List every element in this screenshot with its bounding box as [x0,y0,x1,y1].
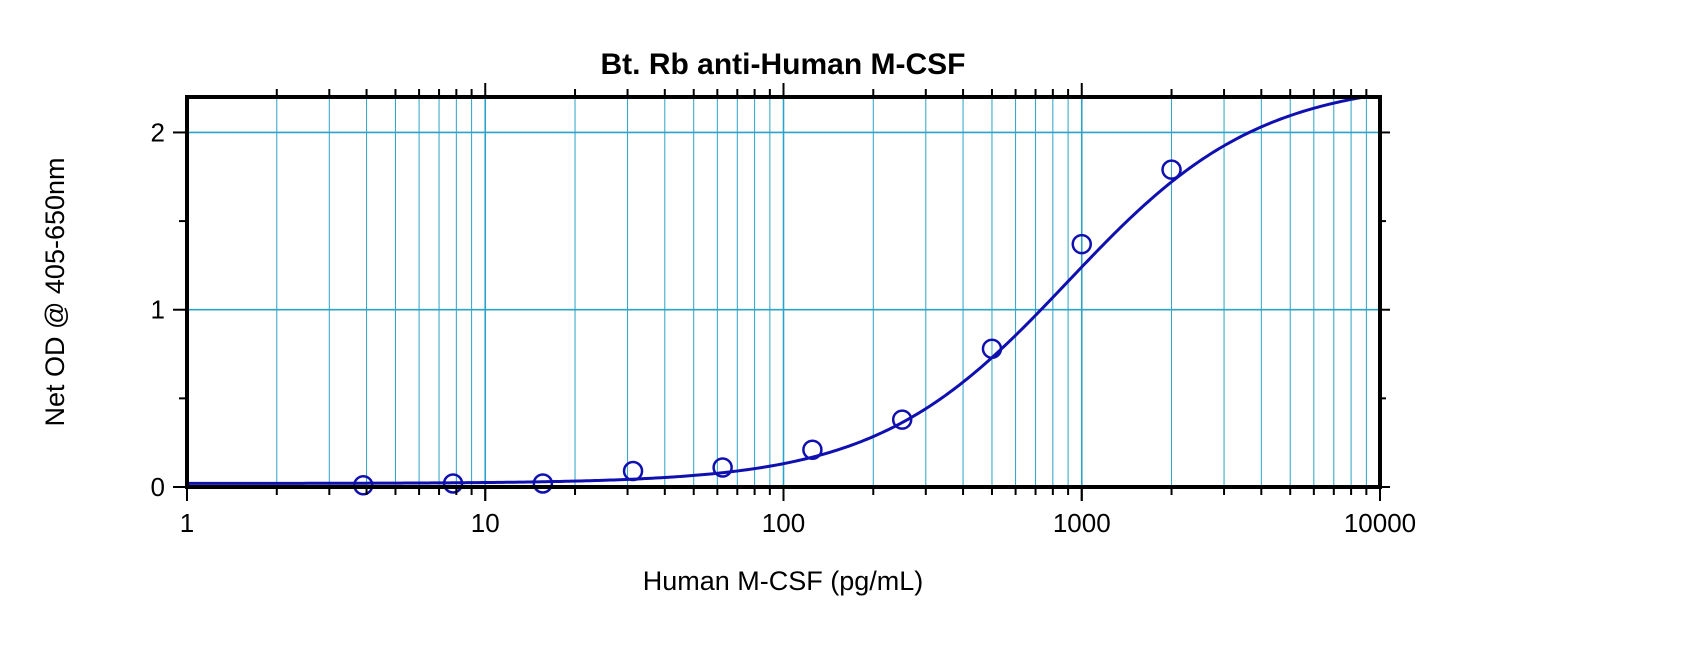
x-tick-label: 10000 [1344,508,1416,538]
grid [187,97,1380,487]
x-tick-label: 100 [762,508,805,538]
y-tick-label: 2 [151,117,165,147]
y-tick-label: 0 [151,472,165,502]
data-point [802,439,823,461]
x-tick-label: 1 [180,508,194,538]
data-point [622,460,644,482]
x-tick-label: 1000 [1053,508,1111,538]
data-point [712,457,733,478]
data-point [442,473,464,494]
chart-title: Bt. Rb anti-Human M-CSF [601,48,966,81]
data-point [981,338,1003,359]
y-tick-label: 1 [151,295,165,325]
fit-curve-layer [187,95,1380,485]
data-point [532,473,554,494]
x-tick-labels: 1 10 100 1000 10000 [180,508,1416,538]
x-tick-label: 10 [471,508,500,538]
data-point [1161,159,1182,180]
data-point [891,409,913,430]
x-axis-label: Human M-CSF (pg/mL) [643,566,924,596]
y-tick-labels: 0 1 2 [151,117,165,502]
data-point [1071,233,1092,255]
axis-ticks [173,83,1390,501]
y-axis-label: Net OD @ 405-650nm [40,157,70,426]
data-points-layer [353,159,1182,496]
fit-curve [187,95,1380,485]
